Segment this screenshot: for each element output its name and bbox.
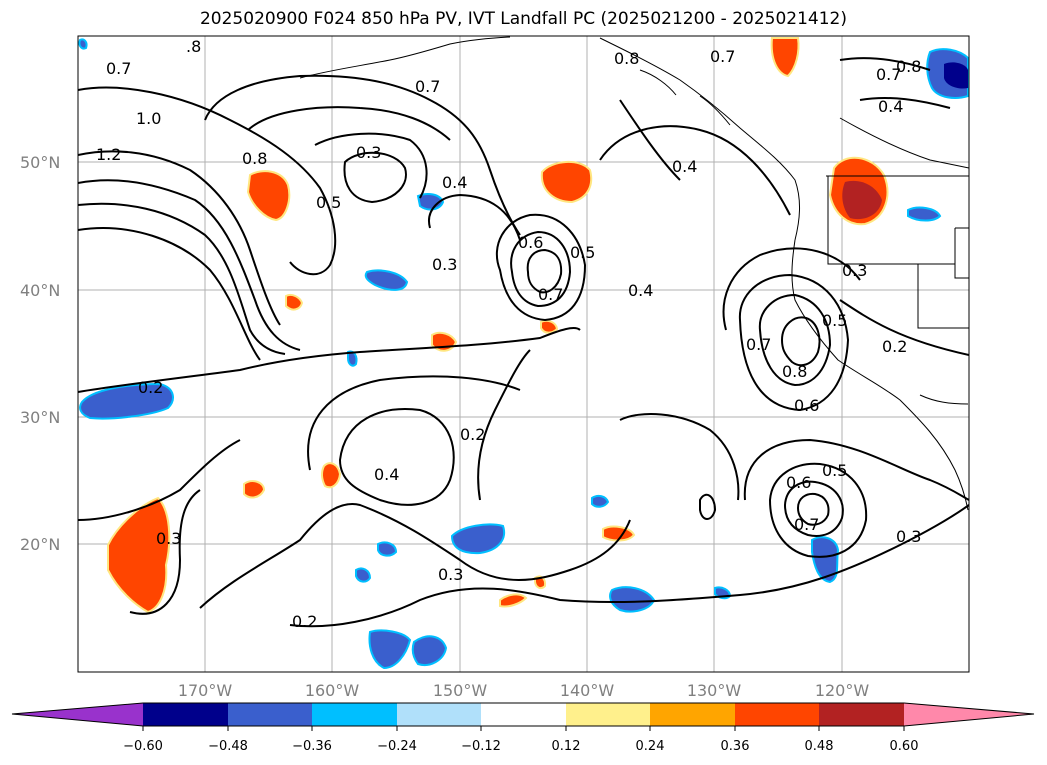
contour-label: .8 — [186, 37, 201, 56]
coastlines — [299, 36, 969, 511]
colorbar-segment — [481, 703, 566, 726]
contour-label: 0.3 — [842, 261, 867, 280]
contour-label: 0.6 — [786, 473, 811, 492]
contour-label: 0.4 — [878, 97, 903, 116]
contour-label: 1.0 — [136, 109, 161, 128]
contour-label: 0.3 — [432, 255, 457, 274]
contour-label: 0.3 — [438, 565, 463, 584]
lat-label: 40°N — [20, 281, 60, 300]
contour-label: 0.4 — [442, 173, 467, 192]
colorbar-extend-left — [12, 703, 143, 726]
lon-label: 170°W — [178, 681, 233, 700]
colorbar-tick-label: 0.24 — [636, 739, 665, 754]
colorbar-tick-label: −0.12 — [461, 739, 501, 754]
contour-label: 0.7 — [415, 77, 440, 96]
contour-label: 0.5 — [570, 243, 595, 262]
colorbar-tick-label: 0.60 — [890, 739, 919, 754]
colorbar-tick-label: −0.60 — [123, 739, 163, 754]
colorbar-tick-marks — [142, 726, 905, 731]
lon-label: 130°W — [687, 681, 742, 700]
lon-label: 120°W — [815, 681, 870, 700]
contour-label: 0.8 — [242, 149, 267, 168]
colorbar-segment — [312, 703, 397, 726]
contour-label: 0.2 — [138, 378, 163, 397]
contour-label: 0.4 — [628, 281, 653, 300]
colorbar-extend-right — [904, 703, 1034, 726]
lat-label: 30°N — [20, 408, 60, 427]
colorbar-segment — [397, 703, 481, 726]
contour-label: 0.7 — [794, 515, 819, 534]
contour-label: 0.7 — [746, 335, 771, 354]
contour-label: 0.3 — [896, 527, 921, 546]
lon-label: 160°W — [305, 681, 360, 700]
contour-label: 0.8 — [896, 57, 921, 76]
contour-label: 0.4 — [672, 157, 697, 176]
contour-label: 0.2 — [292, 612, 317, 631]
colorbar-segment — [735, 703, 819, 726]
pv-contours — [78, 57, 969, 628]
contour-label: 0.6 — [794, 396, 819, 415]
contour-label: 0.7 — [106, 59, 131, 78]
contour-label-group: 0.7 .8 0.7 0.8 0.7 0.4 0.8 0.7 1.0 1.2 0… — [96, 37, 921, 631]
colorbar-segment — [566, 703, 650, 726]
colorbar-tick-label: −0.48 — [208, 739, 248, 754]
contour-label: 0.2 — [882, 337, 907, 356]
colorbar-segment — [228, 703, 312, 726]
contour-label: 0.3 — [156, 529, 181, 548]
contour-label: 0.2 — [460, 425, 485, 444]
contour-label: 0.5 — [316, 193, 341, 212]
contour-label: 0.7 — [710, 47, 735, 66]
colorbar: −0.60 −0.48 −0.36 −0.24 −0.12 0.12 0.24 … — [11, 702, 1035, 754]
lon-label: 150°W — [433, 681, 488, 700]
colorbar-tick-label: 0.48 — [805, 739, 834, 754]
contour-label: 0.7 — [538, 285, 563, 304]
map-border — [77, 35, 970, 673]
contour-label: 0.6 — [518, 233, 543, 252]
lat-label: 50°N — [20, 153, 60, 172]
colorbar-tick-label: −0.24 — [377, 739, 417, 754]
colorbar-segment — [819, 703, 904, 726]
contour-label: 0.3 — [356, 143, 381, 162]
colorbar-tick-label: 0.36 — [721, 739, 750, 754]
colorbar-segment — [650, 703, 735, 726]
contour-label: 0.5 — [822, 311, 847, 330]
contour-label: 0.5 — [822, 461, 847, 480]
positive-pv-shading — [107, 37, 889, 614]
figure-title: 2025020900 F024 850 hPa PV, IVT Landfall… — [199, 9, 847, 29]
contour-label: 0.4 — [374, 465, 399, 484]
contour-label: 0.7 — [876, 65, 901, 84]
colorbar-tick-label: 0.12 — [552, 739, 581, 754]
lat-label: 20°N — [20, 535, 60, 554]
contour-label: 0.8 — [614, 49, 639, 68]
lon-label: 140°W — [560, 681, 615, 700]
colorbar-tick-label: −0.36 — [292, 739, 332, 754]
contour-label: 0.8 — [782, 362, 807, 381]
contour-label: 1.2 — [96, 145, 121, 164]
colorbar-segment — [143, 703, 228, 726]
